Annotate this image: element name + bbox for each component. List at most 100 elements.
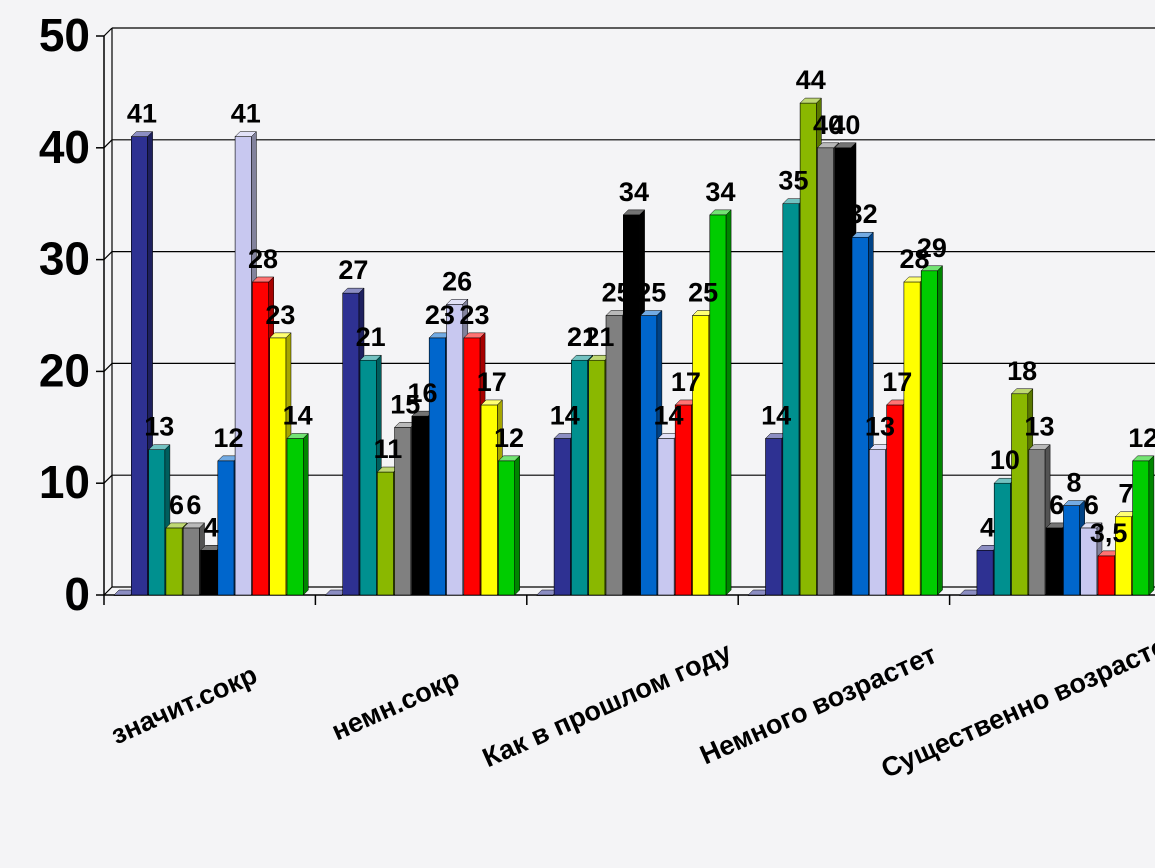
bar <box>903 281 921 596</box>
bar <box>553 438 571 596</box>
data-label: 13 <box>144 412 174 442</box>
bar <box>605 315 623 596</box>
data-label: 13 <box>1024 412 1054 442</box>
data-label: 21 <box>356 322 386 352</box>
data-label: 15 <box>390 389 420 419</box>
bar <box>446 304 464 596</box>
data-label: 25 <box>636 278 666 308</box>
data-label: 8 <box>1067 468 1082 498</box>
y-tick-label: 30 <box>39 233 90 285</box>
data-label: 17 <box>671 367 701 397</box>
data-label: 35 <box>778 166 808 196</box>
gridline-side <box>103 27 113 37</box>
bar <box>498 460 515 596</box>
data-label: 16 <box>408 378 438 408</box>
data-label: 25 <box>602 278 632 308</box>
bar <box>148 449 166 596</box>
data-label: 34 <box>705 177 735 207</box>
data-label: 29 <box>917 233 947 263</box>
y-tick-label: 50 <box>39 9 90 61</box>
data-label: 21 <box>584 322 614 352</box>
data-label: 23 <box>459 300 489 330</box>
bar <box>1045 527 1063 596</box>
data-label: 34 <box>619 177 649 207</box>
data-label: 26 <box>442 266 472 296</box>
bar <box>976 549 994 596</box>
data-label: 25 <box>688 278 718 308</box>
data-label: 13 <box>865 412 895 442</box>
bar-side <box>1148 455 1155 596</box>
bar <box>709 214 727 596</box>
data-label: 21 <box>567 322 597 352</box>
bar <box>359 359 377 596</box>
data-label: 6 <box>1049 490 1064 520</box>
bar <box>817 147 835 596</box>
data-label: 12 <box>1128 423 1155 453</box>
data-label: 6 <box>169 490 184 520</box>
x-tick-label: немн.сокр <box>327 663 464 746</box>
data-label: 6 <box>186 490 201 520</box>
data-label: 6 <box>1084 490 1099 520</box>
bar <box>1028 449 1046 596</box>
bar <box>269 337 287 596</box>
data-label: 32 <box>848 199 878 229</box>
data-label: 12 <box>213 423 243 453</box>
data-label: 11 <box>374 434 403 464</box>
data-label: 27 <box>338 255 368 285</box>
y-tick-label: 0 <box>64 568 90 620</box>
bar <box>428 337 446 596</box>
bar <box>588 359 606 596</box>
bar <box>165 527 183 596</box>
y-tick-label: 20 <box>39 344 90 396</box>
bar <box>868 449 886 596</box>
data-label: 14 <box>550 400 580 430</box>
bar <box>692 315 710 596</box>
bar <box>622 214 640 596</box>
bar <box>200 549 218 596</box>
bar <box>182 527 200 596</box>
bar <box>217 460 235 596</box>
gridline-side <box>103 139 113 149</box>
data-label: 10 <box>990 445 1020 475</box>
data-label: 4 <box>204 512 219 542</box>
data-label: 23 <box>265 300 295 330</box>
data-label: 3,5 <box>1090 518 1128 548</box>
data-label: 40 <box>813 110 843 140</box>
bar <box>234 136 252 596</box>
data-label: 23 <box>425 300 455 330</box>
y-tick-label: 40 <box>39 121 90 173</box>
bar <box>1132 460 1150 596</box>
data-label: 41 <box>127 99 157 129</box>
gridline-side <box>103 362 113 372</box>
bar <box>286 438 304 596</box>
x-tick-label: значит.сокр <box>107 659 262 750</box>
data-label: 14 <box>283 400 313 430</box>
bar <box>993 482 1011 596</box>
bar <box>765 438 783 596</box>
bars <box>113 97 1155 596</box>
x-tick-label: Как в прошлом году <box>478 636 736 773</box>
data-label: 14 <box>761 400 791 430</box>
bar-side <box>937 265 943 596</box>
data-label: 41 <box>231 99 261 129</box>
data-label: 4 <box>980 512 995 542</box>
gridline-side <box>103 474 113 484</box>
bar <box>657 438 675 596</box>
gridline-side <box>103 586 113 596</box>
bar <box>376 471 394 596</box>
data-label: 28 <box>248 244 278 274</box>
data-label: 17 <box>477 367 507 397</box>
bar <box>674 404 692 596</box>
data-label: 17 <box>882 367 912 397</box>
data-label: 12 <box>494 423 524 453</box>
data-label: 14 <box>654 400 684 430</box>
bar-side <box>725 209 732 596</box>
bar <box>1097 555 1115 596</box>
bar-side <box>514 455 520 596</box>
bar-side <box>303 432 309 596</box>
bar <box>1063 505 1081 596</box>
data-label: 18 <box>1007 356 1037 386</box>
